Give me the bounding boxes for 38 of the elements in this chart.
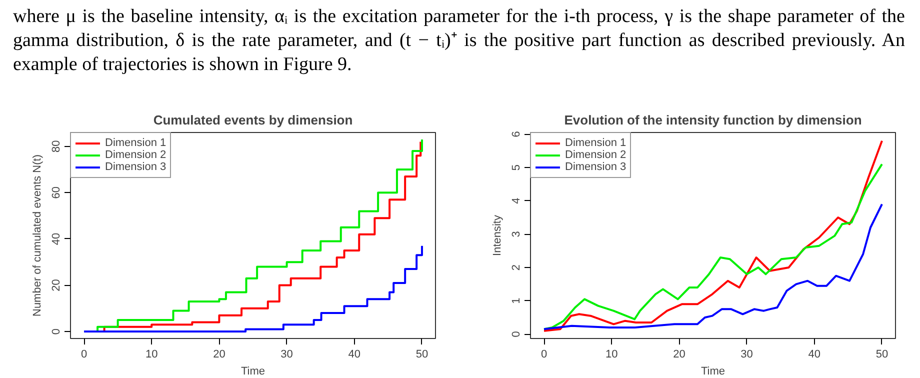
y-tick-label: 6 xyxy=(510,131,522,138)
text: where μ is the baseline intensity, αᵢ is the excitation parameter for the i-th process, γ is the shape parameter of the gamma distribution, δ is the rate parameter, and (t − tᵢ)⁺ is the positive part function as described previously. An example of trajectories is shown in Figure 9. xyxy=(13,5,905,76)
legend-label: Dimension 2 xyxy=(565,149,626,161)
x-tick-label: 50 xyxy=(876,348,888,360)
x-axis-title: Time xyxy=(240,366,266,378)
legend-label: Dimension 3 xyxy=(105,161,166,173)
legend-label: Dimension 3 xyxy=(565,161,626,173)
y-axis-title: Intensity xyxy=(492,214,504,256)
y-tick-label: 80 xyxy=(50,140,62,153)
y-tick-label: 40 xyxy=(50,232,62,246)
y-tick-label: 60 xyxy=(50,186,62,199)
line-series xyxy=(543,203,883,330)
x-axis-title: Time xyxy=(700,366,726,378)
legend-label: Dimension 1 xyxy=(105,137,166,149)
x-tick-label: 0 xyxy=(80,348,88,360)
x-tick-label: 0 xyxy=(540,348,548,360)
x-tick-label: 10 xyxy=(605,348,618,360)
y-tick-label: 5 xyxy=(510,164,522,171)
y-tick-label: 20 xyxy=(50,279,62,292)
y-axis-title: Number of cumulated events N(t) xyxy=(32,154,44,317)
x-tick-label: 10 xyxy=(145,348,158,360)
x-tick-label: 30 xyxy=(280,348,293,360)
x-tick-label: 20 xyxy=(673,348,686,360)
chart-title: Cumulated events by dimension xyxy=(153,112,353,128)
legend-label: Dimension 2 xyxy=(105,149,166,161)
x-tick-label: 40 xyxy=(348,348,361,360)
y-tick-label: 0 xyxy=(50,328,62,335)
y-tick-label: 4 xyxy=(510,198,522,204)
y-tick-label: 1 xyxy=(510,298,522,304)
chart-title: Evolution of the intensity function by dimension xyxy=(564,112,862,128)
y-tick-label: 2 xyxy=(510,264,522,271)
x-tick-label: 50 xyxy=(416,348,428,360)
y-tick-label: 3 xyxy=(510,231,522,238)
x-tick-label: 30 xyxy=(740,348,753,360)
legend-label: Dimension 1 xyxy=(565,137,626,149)
x-tick-label: 40 xyxy=(808,348,821,360)
x-tick-label: 20 xyxy=(213,348,226,360)
y-tick-label: 0 xyxy=(510,331,522,338)
